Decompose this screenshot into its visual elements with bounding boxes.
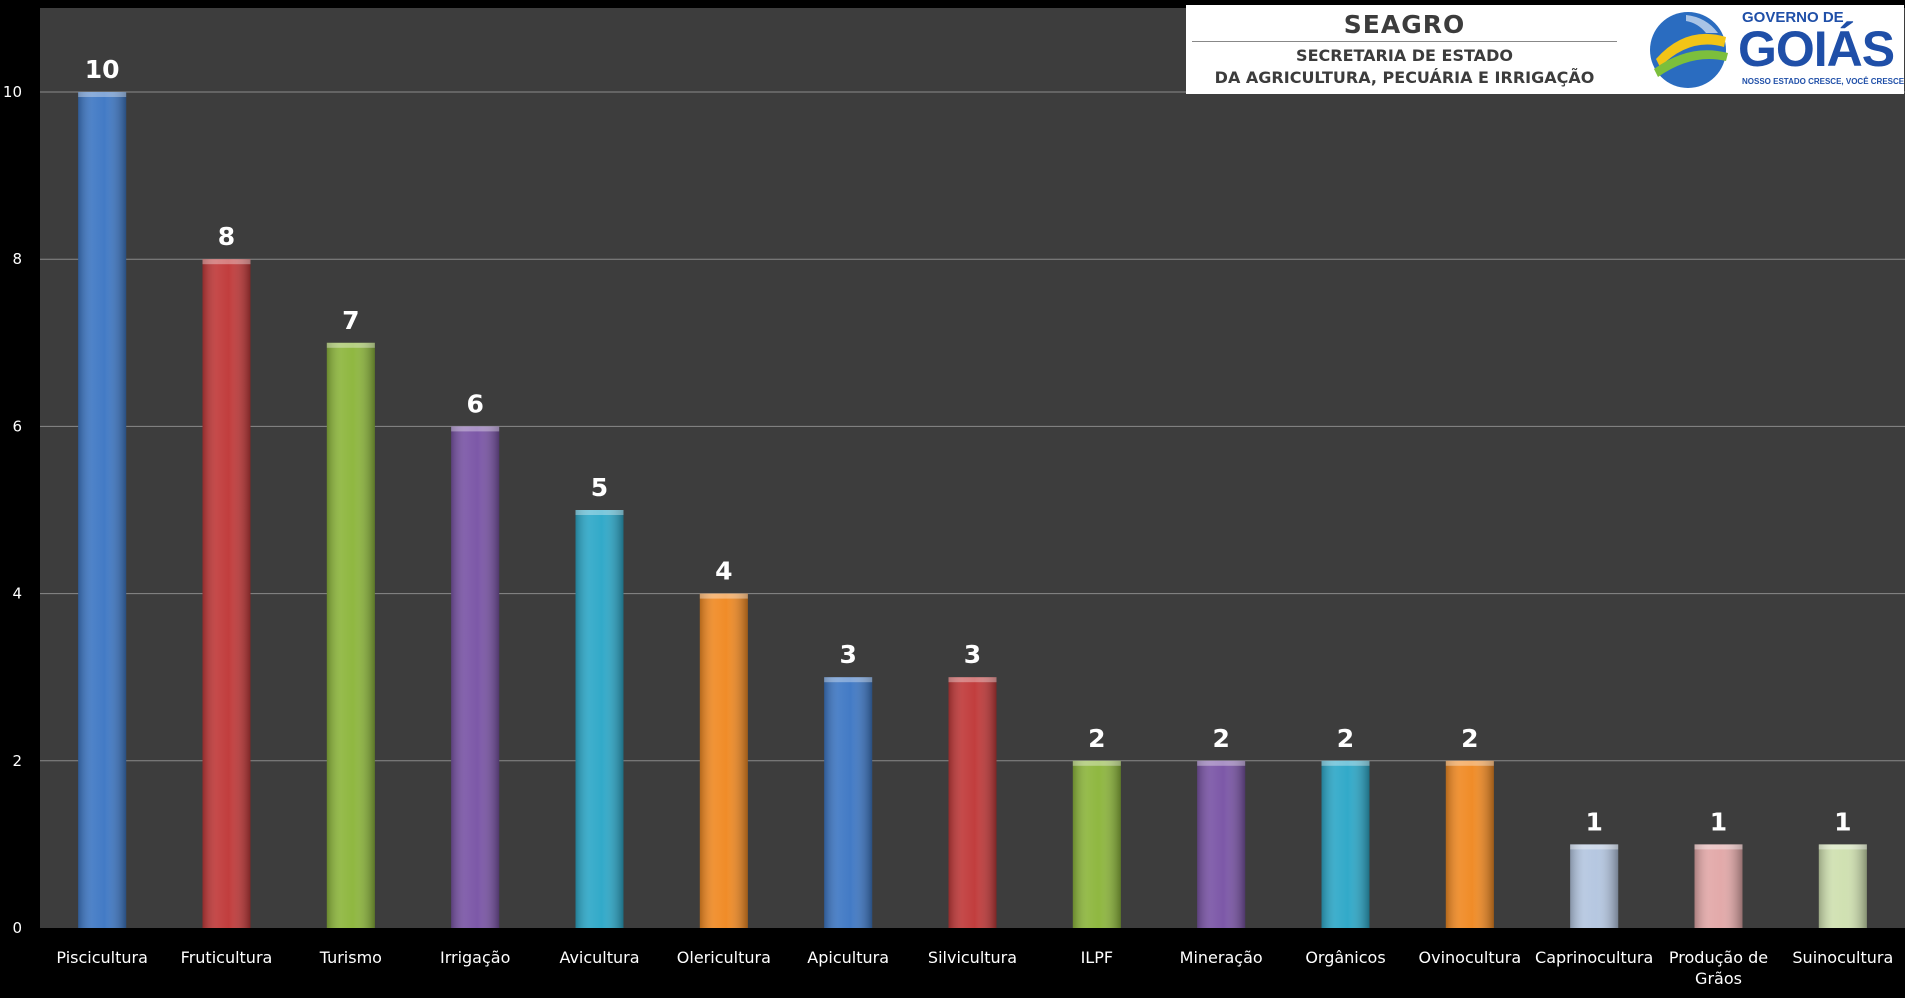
goias-slogan: NOSSO ESTADO CRESCE, VOCÊ CRESCE JUNTO: [1742, 77, 1905, 86]
y-tick-label: 0: [12, 919, 22, 937]
bar-cap: [1694, 844, 1743, 850]
bar-shade: [202, 259, 251, 928]
bar: [1197, 760, 1246, 928]
goias-main-text: GOIÁS: [1738, 21, 1895, 77]
bar-cap: [824, 677, 873, 683]
bar-cap: [1445, 760, 1494, 766]
bar-shade: [699, 593, 748, 928]
bar-cap: [1197, 760, 1246, 766]
seagro-name: SEAGRO: [1343, 10, 1466, 39]
data-label: 2: [1212, 724, 1229, 753]
x-tick-label: Olericultura: [677, 948, 771, 967]
bar-shade: [1197, 760, 1246, 928]
x-tick-label: Fruticultura: [181, 948, 273, 967]
bar-shade: [575, 510, 624, 928]
y-tick-label: 6: [12, 417, 22, 435]
bar: [78, 92, 127, 928]
bar-cap: [575, 510, 624, 515]
bar: [1321, 760, 1370, 928]
data-label: 5: [591, 473, 608, 502]
bar-cap: [326, 342, 375, 348]
bar-shade: [451, 426, 500, 928]
data-label: 8: [218, 222, 235, 251]
x-tick-label: Ovinocultura: [1419, 948, 1522, 967]
data-label: 7: [342, 306, 359, 335]
bars: [78, 92, 1867, 928]
x-tick-label: Orgânicos: [1305, 948, 1385, 967]
x-tick-label: Piscicultura: [56, 948, 148, 967]
bar-shade: [1321, 760, 1370, 928]
y-axis-ticks: 0 2 4 6 8 10: [3, 83, 22, 937]
bar: [326, 342, 375, 928]
goias-emblem-icon: [1650, 12, 1728, 88]
bar: [575, 510, 624, 928]
bar: [824, 677, 873, 928]
x-tick-label: Produção de Grãos: [1669, 948, 1768, 988]
bar-cap: [948, 677, 997, 683]
x-tick-label: Apicultura: [807, 948, 889, 967]
y-tick-label: 10: [3, 83, 22, 101]
data-label: 1: [1834, 807, 1851, 836]
bar-shade: [326, 342, 375, 928]
bar: [1072, 760, 1121, 928]
bar-shade: [1694, 844, 1743, 928]
x-tick-label: Avicultura: [559, 948, 639, 967]
y-tick-label: 2: [12, 752, 22, 770]
bar-cap: [699, 593, 748, 599]
x-tick-label: Irrigação: [440, 948, 510, 967]
bar-cap: [1321, 760, 1370, 766]
x-tick-label: Turismo: [319, 948, 382, 967]
header-logo-banner: SEAGRO SECRETARIA DE ESTADO DA AGRICULTU…: [1186, 5, 1905, 94]
x-tick-label: Suinocultura: [1792, 948, 1893, 967]
bar: [451, 426, 500, 928]
bar-shade: [78, 92, 127, 928]
bar: [1445, 760, 1494, 928]
bar-shade: [1570, 844, 1619, 928]
seagro-line1: SECRETARIA DE ESTADO: [1296, 46, 1513, 65]
bar-cap: [451, 426, 500, 432]
bar-shade: [824, 677, 873, 928]
y-tick-label: 8: [12, 250, 22, 268]
data-label: 2: [1088, 724, 1105, 753]
bar: [948, 677, 997, 928]
data-label: 2: [1461, 724, 1478, 753]
bar-shade: [948, 677, 997, 928]
bar-shade: [1445, 760, 1494, 928]
x-tick-label: Silvicultura: [928, 948, 1017, 967]
bar-shade: [1818, 844, 1867, 928]
data-label: 3: [964, 640, 981, 669]
bar-cap: [202, 259, 251, 265]
logo-divider: [1192, 41, 1617, 42]
seagro-line2: DA AGRICULTURA, PECUÁRIA E IRRIGAÇÃO: [1214, 68, 1595, 87]
data-label: 1: [1710, 807, 1727, 836]
data-label: 6: [466, 389, 483, 418]
x-tick-label: ILPF: [1081, 948, 1113, 967]
x-tick-label: Mineração: [1180, 948, 1263, 967]
y-tick-label: 4: [12, 585, 22, 603]
bar-cap: [1072, 760, 1121, 766]
goias-logo: GOVERNO DE GOIÁS NOSSO ESTADO CRESCE, VO…: [1646, 7, 1905, 92]
bar-cap: [1570, 844, 1619, 850]
seagro-logo: SEAGRO SECRETARIA DE ESTADO DA AGRICULTU…: [1186, 5, 1623, 94]
data-label: 4: [715, 557, 732, 586]
data-label: 1: [1585, 807, 1602, 836]
bar: [1570, 844, 1619, 928]
x-axis-ticks: Piscicultura Fruticultura Turismo Irrigação…: [56, 948, 1893, 988]
bar: [202, 259, 251, 928]
data-label: 3: [839, 640, 856, 669]
bar: [1694, 844, 1743, 928]
bar: [1818, 844, 1867, 928]
data-labels: 10 8 7 6 5 4 3 3 2 2 2 2 1 1 1: [85, 55, 1852, 836]
x-tick-label: Caprinocultura: [1535, 948, 1653, 967]
bar: [699, 593, 748, 928]
data-label: 10: [85, 55, 120, 84]
goias-top-text: GOVERNO DE: [1742, 9, 1844, 26]
bar-cap: [78, 92, 127, 97]
bar-cap: [1818, 844, 1867, 850]
bar-shade: [1072, 760, 1121, 928]
data-label: 2: [1337, 724, 1354, 753]
